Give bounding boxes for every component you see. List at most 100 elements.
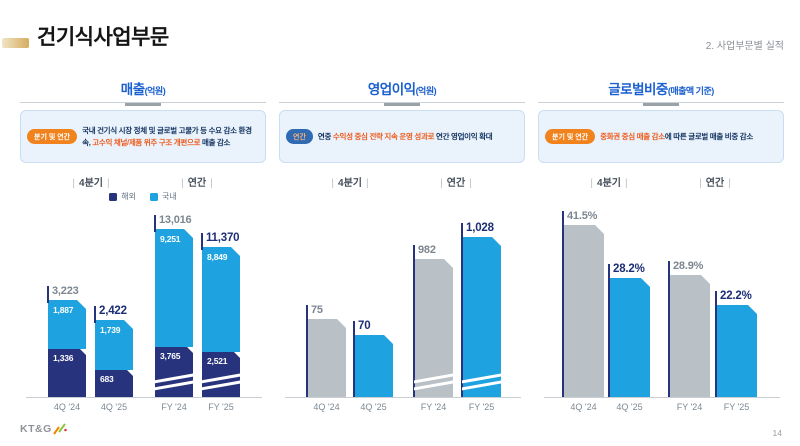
bar-tick-line xyxy=(94,306,96,323)
section-title-text: 영업이익 xyxy=(367,82,416,97)
segment-value-label: 683 xyxy=(100,374,114,384)
legend: 해외 국내 xyxy=(20,191,266,202)
bar-total-label: 982 xyxy=(418,244,436,256)
bar-tick-line xyxy=(47,286,49,303)
group-label-quarter: | 4분기 | xyxy=(295,174,405,189)
chart-operating-profit: 75 4Q '24 70 4Q '25 982 FY '24 1,028 FY '25 xyxy=(279,205,525,423)
callout-plain-text: 연중 xyxy=(317,131,333,141)
bar-segment-overseas xyxy=(48,349,86,397)
bar-segment-domestic xyxy=(202,247,240,352)
chart-columns: 매출(억원) 분기 및 연간 국내 건기식 시장 정체 및 글로벌 고물가 등 … xyxy=(20,78,784,428)
callout-plain-text: 연간 영업이익 확대 xyxy=(434,131,493,141)
x-axis-category-label: 4Q '25 xyxy=(616,402,643,412)
bar xyxy=(462,237,501,397)
divider-notch xyxy=(384,103,420,106)
segment-value-label: 8,849 xyxy=(207,252,228,262)
divider-notch xyxy=(125,103,161,106)
bar-total-label: 13,016 xyxy=(159,214,192,226)
bar-total-label: 28.9% xyxy=(673,260,704,272)
bar-tick-line xyxy=(353,321,355,397)
ktng-logo-sprout-icon xyxy=(52,423,67,435)
x-axis-line xyxy=(285,397,521,398)
callout-highlight-text: 중화권 중심 매출 감소 xyxy=(600,131,665,141)
x-axis-category-label: 4Q '25 xyxy=(100,402,128,412)
pipe-glyph: | xyxy=(699,178,702,189)
bar xyxy=(354,335,393,397)
section-operating-profit: 영업이익(억원) 연간 연중 수익성 중심 전략 지속 운영 성과로 연간 영업… xyxy=(279,78,525,428)
bar-total-label: 11,370 xyxy=(206,232,240,244)
bar-tick-line xyxy=(461,223,463,397)
group-label-annual: | 연간 | xyxy=(401,174,511,189)
chart-revenue: 1,887 1,336 3,223 4Q '24 1,739 683 2,422 4Q '25… xyxy=(20,205,266,423)
x-axis-line xyxy=(544,397,780,398)
pipe-glyph: | xyxy=(210,178,213,189)
segment-value-label: 9,251 xyxy=(160,234,181,244)
legend-item-overseas: 해외 xyxy=(109,191,136,202)
bar xyxy=(563,225,604,397)
pipe-glyph: | xyxy=(590,178,594,189)
callout-plain-text: 매출 감소 xyxy=(200,137,231,147)
pipe-glyph: | xyxy=(728,178,731,189)
chart-global-share: 41.5% 4Q '24 28.2% 4Q '25 28.9% FY '24 22.2% FY… xyxy=(538,205,784,423)
bar-segment-domestic xyxy=(48,300,86,349)
legend-item-domestic: 국내 xyxy=(150,191,177,202)
section-title-text: 매출 xyxy=(120,82,145,97)
bar xyxy=(609,278,650,397)
bar-segment-domestic xyxy=(155,229,193,347)
period-badge: 분기 및 연간 xyxy=(27,129,78,144)
group-label-quarter: | 4분기 | xyxy=(36,174,146,189)
pipe-glyph: | xyxy=(365,178,369,189)
callout-plain-text: 국내 건기식 시장 정체 및 글로벌 고물가 등 수요 감소 환경 속, xyxy=(82,125,252,147)
period-badge: 분기 및 연간 xyxy=(545,129,596,144)
x-axis-category-label: FY '24 xyxy=(420,402,447,412)
segment-value-label: 1,887 xyxy=(53,305,74,315)
section-global-share: 글로벌비중(매출액 기준) 분기 및 연간 중화권 중심 매출 감소에 따른 글… xyxy=(538,78,784,428)
axis-break-marks xyxy=(462,372,501,394)
legend-swatch-domestic xyxy=(150,192,158,201)
pipe-glyph: | xyxy=(331,178,335,189)
section-revenue: 매출(억원) 분기 및 연간 국내 건기식 시장 정체 및 글로벌 고물가 등 … xyxy=(20,78,266,428)
section-title-unit: (억원) xyxy=(144,86,166,96)
section-title-operating-profit: 영업이익(억원) xyxy=(279,78,525,99)
pipe-glyph: | xyxy=(469,178,472,189)
title-accent-dash xyxy=(2,38,29,48)
bar xyxy=(716,305,757,397)
x-axis-category-label: FY '25 xyxy=(468,402,495,412)
section-title-text: 글로벌비중 xyxy=(608,82,668,97)
x-axis-category-label: FY '24 xyxy=(161,402,187,412)
period-badge: 연간 xyxy=(286,129,313,144)
group-label-annual: | 연간 | xyxy=(142,174,252,189)
pipe-glyph: | xyxy=(72,178,76,189)
bar-tick-line xyxy=(201,233,203,250)
callout-operating-profit: 연간 연중 수익성 중심 전략 지속 운영 성과로 연간 영업이익 확대 xyxy=(279,110,525,163)
bar-total-label: 1,028 xyxy=(466,222,494,234)
bar-total-label: 28.2% xyxy=(613,263,645,275)
period-group-labels: | 4분기 | | 연간 | xyxy=(20,174,266,189)
bar xyxy=(307,319,346,397)
section-title-unit: (억원) xyxy=(415,86,437,96)
callout-text: 중화권 중심 매출 감소에 따른 글로벌 매출 비중 감소 xyxy=(600,131,777,143)
bar-total-label: 2,422 xyxy=(99,305,127,317)
pipe-glyph: | xyxy=(440,178,443,189)
ktng-logo-text: KT&G xyxy=(20,423,52,435)
bar-tick-line xyxy=(608,264,610,397)
bar-tick-line xyxy=(562,211,564,397)
x-axis-category-label: 4Q '24 xyxy=(313,402,340,412)
bar-total-label: 41.5% xyxy=(567,210,598,222)
pipe-glyph: | xyxy=(106,178,110,189)
section-divider xyxy=(279,102,525,106)
bar-tick-line xyxy=(154,215,156,232)
section-divider xyxy=(538,102,784,106)
group-label-annual: | 연간 | xyxy=(660,174,770,189)
axis-break-marks xyxy=(155,372,193,394)
bar-total-label: 75 xyxy=(311,304,323,316)
callout-highlight-text: 고수익 채널/제품 위주 구조 개편으로 xyxy=(92,137,201,147)
bar-tick-line xyxy=(668,261,670,397)
bar-tick-line xyxy=(306,305,308,397)
x-axis-category-label: FY '24 xyxy=(676,402,703,412)
segment-value-label: 1,336 xyxy=(53,353,74,363)
pipe-glyph: | xyxy=(624,178,628,189)
page-number: 14 xyxy=(772,428,782,438)
axis-break-marks xyxy=(414,372,453,394)
